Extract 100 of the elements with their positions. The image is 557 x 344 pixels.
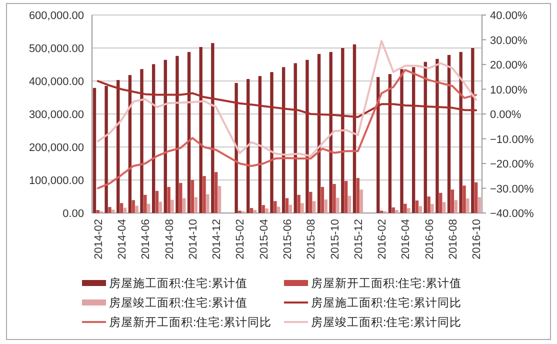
bar <box>450 190 454 213</box>
bar <box>144 194 147 213</box>
y2-tick-label: −40.00% <box>490 208 534 220</box>
bar <box>187 52 191 213</box>
bar <box>199 47 202 213</box>
y-tick-label: 400,000.00 <box>28 76 84 88</box>
x-tick-label: 2015-06 <box>282 219 294 260</box>
bar <box>392 207 395 213</box>
y2-tick-label: 0.00% <box>490 109 522 121</box>
bar <box>427 196 430 213</box>
y2-tick-label: −10.00% <box>490 134 534 146</box>
bar <box>439 192 442 213</box>
bar <box>306 60 309 213</box>
bar <box>462 186 466 213</box>
bar <box>348 196 352 213</box>
bar <box>388 74 392 213</box>
bar <box>206 194 210 213</box>
bar <box>147 204 150 213</box>
bar <box>194 197 198 213</box>
y2-tick-label: 30.00% <box>490 34 528 47</box>
x-tick-label: 2015-08 <box>306 219 318 260</box>
bar <box>211 43 214 213</box>
bar <box>265 208 268 213</box>
x-tick-label: 2014-10 <box>187 219 200 260</box>
x-tick-label: 2016-10 <box>471 219 484 260</box>
bar <box>190 180 194 213</box>
x-tick-label: 2016-08 <box>447 219 460 260</box>
bar <box>424 62 427 213</box>
y2-tick-label: 40.00% <box>490 10 528 22</box>
legend-label: 房屋新开工面积:住宅:累计值 <box>311 276 462 290</box>
bar <box>442 202 446 213</box>
bar <box>474 182 478 213</box>
bar <box>341 48 344 213</box>
bar <box>135 206 138 213</box>
line-series <box>96 80 478 118</box>
bar <box>309 192 312 213</box>
y-tick-label: 0.00 <box>62 208 84 220</box>
bar <box>112 210 115 213</box>
bar <box>324 199 328 213</box>
bar <box>300 203 304 213</box>
bar <box>466 198 470 213</box>
bar <box>164 60 167 213</box>
bar <box>253 210 257 213</box>
y-tick-label: 200,000.00 <box>28 142 84 154</box>
bar <box>454 200 458 213</box>
bar <box>277 206 280 213</box>
y-tick-label: 600,000.00 <box>28 10 84 22</box>
bar <box>262 205 265 213</box>
y-tick-label: 300,000.00 <box>28 109 84 121</box>
bar <box>436 58 439 213</box>
y-tick-label: 100,000.00 <box>28 175 84 187</box>
y2-tick-label: −30.00% <box>490 183 534 196</box>
legend-label: 房屋竣工面积:住宅:累计值 <box>109 296 248 310</box>
x-tick-label: 2014-08 <box>164 219 176 260</box>
x-tick-label: 2015-04 <box>258 219 270 260</box>
line-series <box>96 40 478 158</box>
bar <box>182 198 186 213</box>
bar <box>332 184 336 213</box>
bar <box>274 201 277 213</box>
bar <box>297 194 300 213</box>
bar <box>170 200 174 213</box>
bar <box>250 208 254 213</box>
bar <box>447 54 451 213</box>
bar <box>415 200 419 213</box>
bar <box>258 76 262 213</box>
x-tick-label: 2014-04 <box>116 219 129 260</box>
bar <box>312 201 316 213</box>
bar <box>123 208 127 213</box>
bar <box>120 203 124 213</box>
bar <box>179 182 182 213</box>
bar <box>352 44 356 213</box>
bar <box>329 52 332 213</box>
legend-label: 房屋施工面积:住宅:累计同比 <box>311 296 462 310</box>
bar <box>140 69 144 213</box>
bar <box>395 210 398 213</box>
bar <box>108 207 112 213</box>
bar <box>285 198 289 213</box>
bar <box>360 190 363 213</box>
bar <box>282 67 286 213</box>
bar <box>471 48 474 213</box>
bar <box>478 197 482 213</box>
bar <box>96 210 100 213</box>
x-tick-label: 2016-06 <box>424 219 436 260</box>
bar <box>356 178 360 213</box>
bar <box>152 64 156 213</box>
bar <box>344 180 348 213</box>
x-tick-label: 2015-10 <box>329 219 342 260</box>
bar <box>288 204 292 213</box>
bar <box>418 206 422 213</box>
bar <box>270 72 274 213</box>
bar <box>404 204 407 213</box>
x-tick-label: 2015-02 <box>234 219 247 260</box>
legend-label: 房屋新开工面积:住宅:累计同比 <box>109 315 272 329</box>
bar <box>176 56 179 213</box>
bar <box>155 190 159 213</box>
bar <box>317 54 321 213</box>
y2-tick-label: 10.00% <box>490 84 528 96</box>
y2-tick-label: −20.00% <box>490 158 534 170</box>
x-tick-label: 2014-02 <box>92 219 105 260</box>
bar <box>132 200 135 213</box>
